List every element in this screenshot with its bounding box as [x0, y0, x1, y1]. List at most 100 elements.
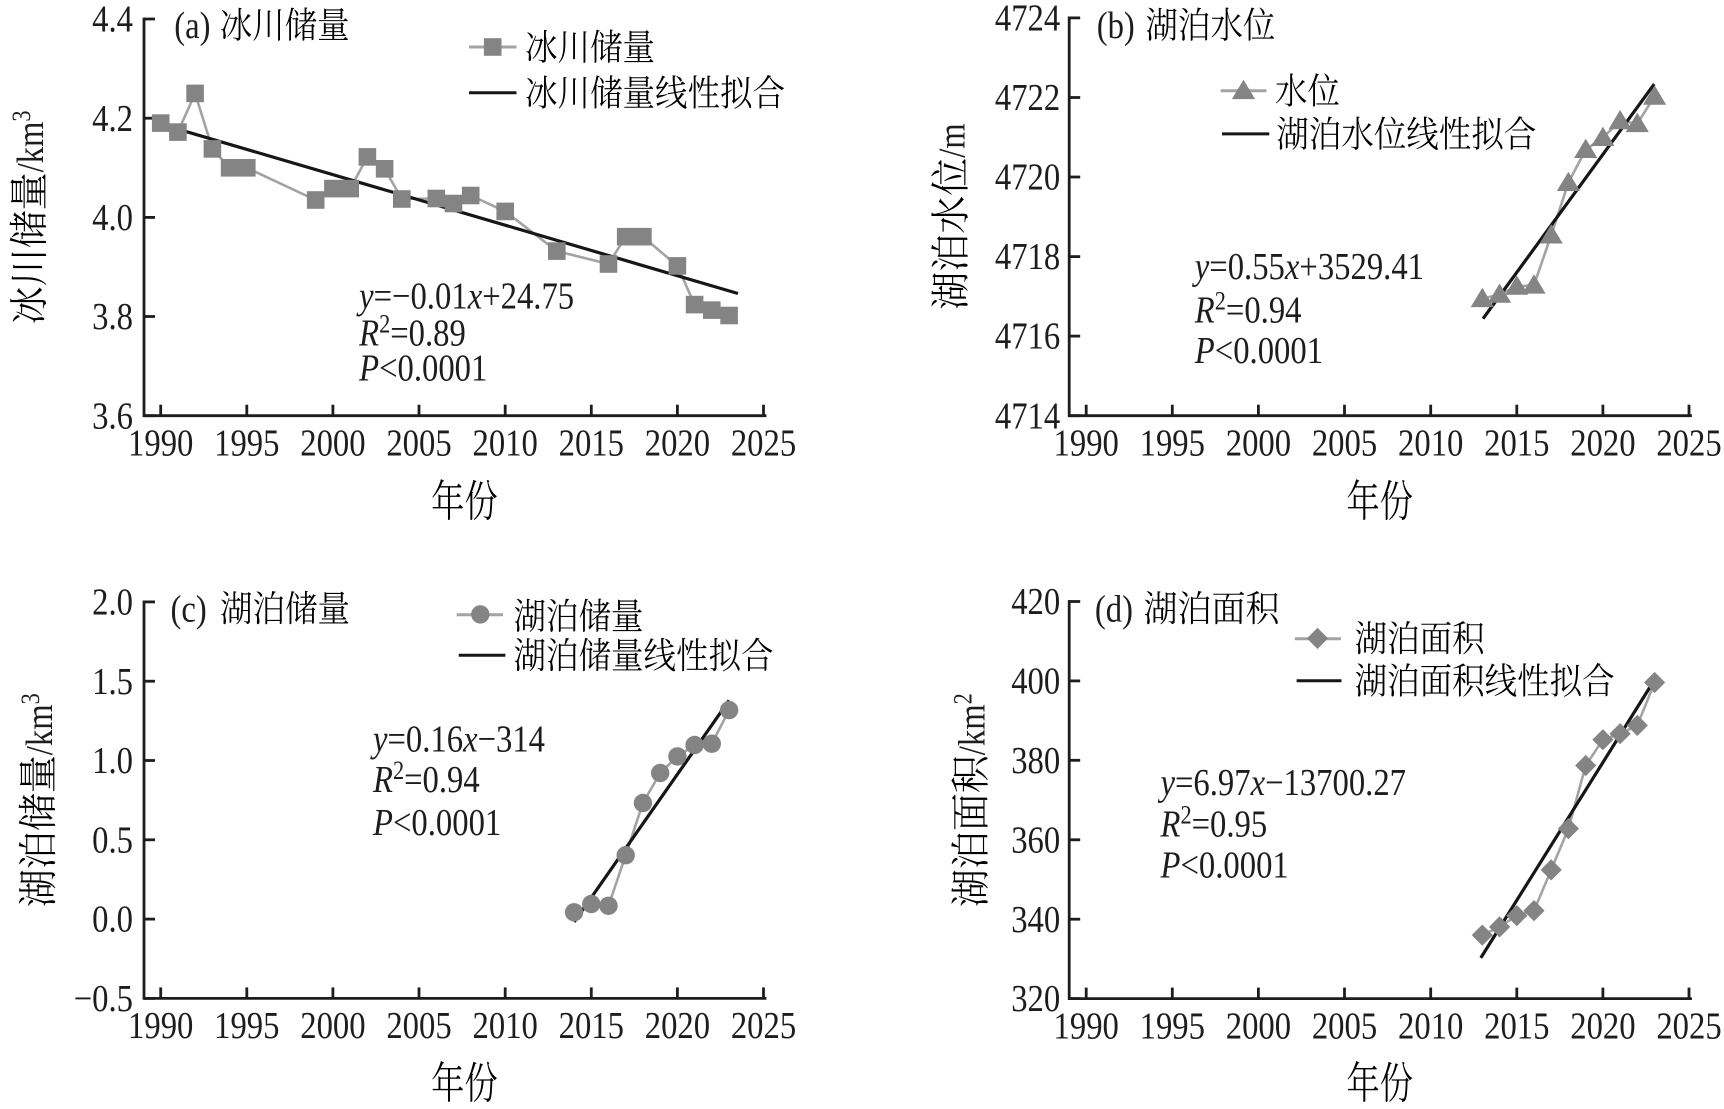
svg-text:2000: 2000: [1226, 1004, 1291, 1047]
svg-text:360: 360: [1011, 818, 1060, 861]
svg-text:1990: 1990: [1054, 421, 1119, 464]
svg-text:y: y: [1158, 761, 1176, 804]
svg-text:340: 340: [1011, 897, 1060, 940]
svg-text:2: 2: [393, 756, 404, 785]
svg-text:=0.16: =0.16: [388, 717, 464, 760]
svg-text:2000: 2000: [300, 421, 365, 464]
svg-text:=0.55: =0.55: [1209, 245, 1285, 288]
svg-text:=−0.01: =−0.01: [374, 274, 468, 317]
svg-text:(a): (a): [174, 4, 210, 47]
svg-text:320: 320: [1011, 977, 1060, 1020]
svg-text:P: P: [358, 346, 379, 389]
svg-text:2000: 2000: [1226, 421, 1291, 464]
svg-text:+24.75: +24.75: [482, 274, 574, 317]
svg-text:1995: 1995: [214, 421, 279, 464]
svg-text:x: x: [462, 717, 478, 760]
svg-text:1990: 1990: [128, 1004, 193, 1047]
svg-text:2025: 2025: [1656, 1004, 1721, 1047]
svg-text:2025: 2025: [731, 1004, 796, 1047]
svg-text:2005: 2005: [386, 1004, 451, 1047]
svg-text:<0.0001: <0.0001: [393, 801, 501, 844]
svg-text:=6.97: =6.97: [1175, 761, 1251, 804]
svg-text:R: R: [1160, 802, 1181, 845]
svg-text:2020: 2020: [645, 1004, 710, 1047]
svg-text:−0.5: −0.5: [74, 977, 133, 1020]
svg-text:4.0: 4.0: [92, 196, 133, 239]
svg-text:2015: 2015: [1484, 421, 1549, 464]
svg-text:2015: 2015: [1484, 1004, 1549, 1047]
svg-text:R: R: [358, 311, 379, 354]
svg-text:/km: /km: [18, 704, 61, 755]
svg-text:y: y: [356, 274, 374, 317]
svg-text:2005: 2005: [386, 421, 451, 464]
svg-text:P: P: [1194, 329, 1215, 372]
svg-text:x: x: [467, 274, 483, 317]
svg-text:=0.94: =0.94: [1226, 288, 1302, 331]
svg-text:<0.0001: <0.0001: [1181, 843, 1289, 886]
svg-text:2010: 2010: [473, 1004, 538, 1047]
svg-text:4.2: 4.2: [92, 96, 133, 139]
svg-text:R: R: [1194, 288, 1215, 331]
svg-text:2015: 2015: [559, 421, 624, 464]
svg-text:3: 3: [8, 110, 37, 121]
svg-text:2025: 2025: [731, 421, 796, 464]
svg-text:=0.94: =0.94: [404, 758, 480, 801]
svg-text:0.0: 0.0: [92, 897, 133, 940]
svg-text:R: R: [372, 758, 393, 801]
svg-text:3: 3: [17, 693, 46, 704]
svg-text:+3529.41: +3529.41: [1299, 245, 1424, 288]
svg-text:=0.95: =0.95: [1192, 802, 1268, 845]
svg-text:1995: 1995: [1140, 421, 1205, 464]
svg-text:4724: 4724: [995, 0, 1061, 39]
svg-text:y: y: [370, 717, 388, 760]
svg-text:2020: 2020: [1570, 421, 1635, 464]
svg-text:P: P: [1160, 843, 1181, 886]
svg-text:2020: 2020: [645, 421, 710, 464]
svg-text:1990: 1990: [1054, 1004, 1119, 1047]
svg-text:2005: 2005: [1312, 421, 1377, 464]
svg-text:400: 400: [1011, 659, 1060, 702]
svg-text:1990: 1990: [128, 421, 193, 464]
svg-text:420: 420: [1011, 580, 1060, 623]
svg-text:(c): (c): [171, 587, 207, 630]
svg-text:2.0: 2.0: [92, 580, 133, 623]
svg-text:2: 2: [1181, 801, 1192, 830]
svg-text:−13700.27: −13700.27: [1265, 761, 1406, 804]
svg-text:/km: /km: [9, 122, 52, 173]
svg-text:3.8: 3.8: [92, 295, 133, 338]
svg-text:2025: 2025: [1656, 421, 1721, 464]
svg-text:2010: 2010: [1398, 1004, 1463, 1047]
svg-text:<0.0001: <0.0001: [1215, 329, 1323, 372]
svg-text:−314: −314: [478, 717, 546, 760]
svg-text:(d): (d): [1095, 587, 1133, 630]
svg-text:2015: 2015: [559, 1004, 624, 1047]
svg-text:3.6: 3.6: [92, 394, 133, 437]
svg-text:1.0: 1.0: [92, 739, 133, 782]
svg-text:4716: 4716: [995, 314, 1060, 357]
svg-text:2: 2: [1215, 287, 1226, 316]
svg-text:1995: 1995: [214, 1004, 279, 1047]
svg-text:x: x: [1284, 245, 1300, 288]
svg-text:1.5: 1.5: [92, 659, 133, 702]
svg-text:1995: 1995: [1140, 1004, 1205, 1047]
svg-text:2020: 2020: [1570, 1004, 1635, 1047]
svg-text:2010: 2010: [1398, 421, 1463, 464]
svg-text:2000: 2000: [300, 1004, 365, 1047]
svg-text:(b): (b): [1097, 4, 1135, 47]
svg-text:x: x: [1250, 761, 1266, 804]
svg-text:4720: 4720: [995, 155, 1060, 198]
svg-text:2005: 2005: [1312, 1004, 1377, 1047]
svg-text:=0.89: =0.89: [390, 311, 466, 354]
svg-text:4718: 4718: [995, 235, 1060, 278]
svg-text:4.4: 4.4: [92, 0, 133, 40]
svg-text:4722: 4722: [995, 76, 1060, 119]
svg-text:2: 2: [379, 310, 390, 339]
svg-text:/m: /m: [930, 123, 973, 157]
svg-text:0.5: 0.5: [92, 818, 133, 861]
svg-text:2: 2: [949, 693, 978, 704]
svg-text:2010: 2010: [473, 421, 538, 464]
svg-text:4714: 4714: [995, 394, 1061, 437]
svg-text:y: y: [1192, 245, 1210, 288]
svg-text:<0.0001: <0.0001: [379, 346, 487, 389]
svg-text:380: 380: [1011, 739, 1060, 782]
